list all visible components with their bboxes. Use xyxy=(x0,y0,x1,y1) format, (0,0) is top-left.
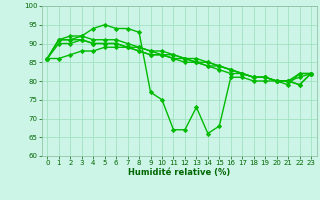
X-axis label: Humidité relative (%): Humidité relative (%) xyxy=(128,168,230,177)
